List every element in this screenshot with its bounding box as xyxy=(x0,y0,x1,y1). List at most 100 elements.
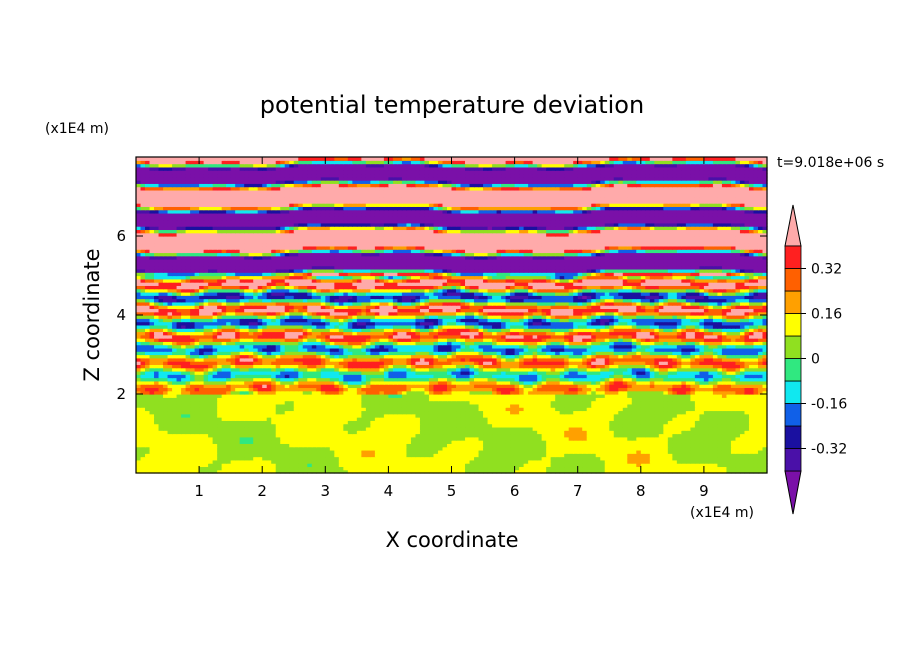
field-cell xyxy=(428,426,435,431)
field-cell xyxy=(501,426,507,431)
field-cell xyxy=(568,394,574,398)
field-cell xyxy=(253,380,259,385)
field-cell xyxy=(194,367,200,372)
field-cell xyxy=(397,380,403,385)
field-cell xyxy=(185,384,191,389)
field-cell xyxy=(397,459,403,464)
field-cell xyxy=(699,446,705,451)
field-cell xyxy=(338,400,344,405)
field-cell xyxy=(446,449,453,454)
field-cell xyxy=(442,394,448,398)
field-cell xyxy=(293,423,299,428)
field-cell xyxy=(248,426,254,431)
field-cell xyxy=(388,423,394,428)
field-cell xyxy=(658,374,664,379)
field-cell xyxy=(271,410,277,415)
field-cell xyxy=(712,417,719,421)
field-cell xyxy=(271,397,277,402)
field-cell xyxy=(307,397,313,402)
field-cell xyxy=(190,426,196,431)
field-cell xyxy=(676,466,682,471)
field-cell xyxy=(739,407,746,412)
field-cell xyxy=(582,459,588,464)
field-cell xyxy=(401,417,408,421)
field-cell xyxy=(721,413,728,418)
field-cell xyxy=(456,370,462,375)
field-cell xyxy=(145,390,151,395)
field-cell xyxy=(676,436,682,441)
field-cell xyxy=(329,453,335,458)
field-cell xyxy=(320,410,326,415)
field-cell xyxy=(712,463,719,468)
field-cell xyxy=(753,426,759,431)
field-cell xyxy=(505,390,511,395)
field-cell xyxy=(667,446,673,451)
field-cell xyxy=(753,453,759,458)
field-cell xyxy=(577,463,583,468)
field-cell xyxy=(401,407,408,412)
field-cell xyxy=(172,449,178,454)
field-cell xyxy=(478,380,484,385)
field-cell xyxy=(685,446,691,451)
field-cell xyxy=(266,463,272,468)
field-cell xyxy=(163,456,169,461)
field-cell xyxy=(415,400,421,405)
field-cell xyxy=(699,456,705,461)
field-cell xyxy=(428,440,435,444)
field-cell xyxy=(640,417,646,421)
field-cell xyxy=(501,390,507,395)
field-cell xyxy=(442,384,448,389)
field-cell xyxy=(519,446,525,451)
field-cell xyxy=(298,413,304,418)
field-cell xyxy=(483,453,489,458)
field-cell xyxy=(212,463,218,468)
field-cell xyxy=(424,390,430,395)
field-cell xyxy=(356,433,362,438)
field-cell xyxy=(640,436,646,441)
field-cell xyxy=(338,456,344,461)
field-cell xyxy=(424,440,430,444)
field-cell xyxy=(437,469,444,474)
field-cell xyxy=(446,426,453,431)
field-cell xyxy=(140,417,146,421)
field-cell xyxy=(685,380,691,385)
field-cell xyxy=(699,440,705,444)
field-cell xyxy=(221,436,227,441)
field-cell xyxy=(302,390,308,395)
field-cell xyxy=(505,377,511,382)
field-cell xyxy=(145,374,151,379)
field-cell xyxy=(487,370,493,375)
field-cell xyxy=(703,423,710,428)
field-cell xyxy=(739,377,746,382)
field-cell xyxy=(329,423,335,428)
field-cell xyxy=(663,377,669,382)
field-cell xyxy=(757,400,764,405)
field-cell xyxy=(487,377,493,382)
field-cell xyxy=(136,370,142,375)
field-cell xyxy=(302,417,308,421)
field-cell xyxy=(410,384,417,389)
field-cell xyxy=(307,410,313,415)
field-cell xyxy=(582,403,588,408)
field-cell xyxy=(550,469,556,474)
field-cell xyxy=(428,459,435,464)
field-cell xyxy=(293,410,299,415)
field-cell xyxy=(555,420,561,425)
field-cell xyxy=(496,410,502,415)
field-cell xyxy=(298,417,304,421)
field-cell xyxy=(428,456,435,461)
field-cell xyxy=(748,397,755,402)
field-cell xyxy=(392,397,399,402)
field-cell xyxy=(388,453,394,458)
field-cell xyxy=(149,453,155,458)
field-cell xyxy=(492,370,498,375)
field-cell xyxy=(676,377,682,382)
field-cell xyxy=(338,446,344,451)
field-cell xyxy=(609,469,615,474)
field-cell xyxy=(203,430,209,435)
field-cell xyxy=(618,449,624,454)
field-cell xyxy=(311,469,317,474)
field-cell xyxy=(275,403,281,408)
field-cell xyxy=(460,413,466,418)
field-cell xyxy=(271,387,277,392)
